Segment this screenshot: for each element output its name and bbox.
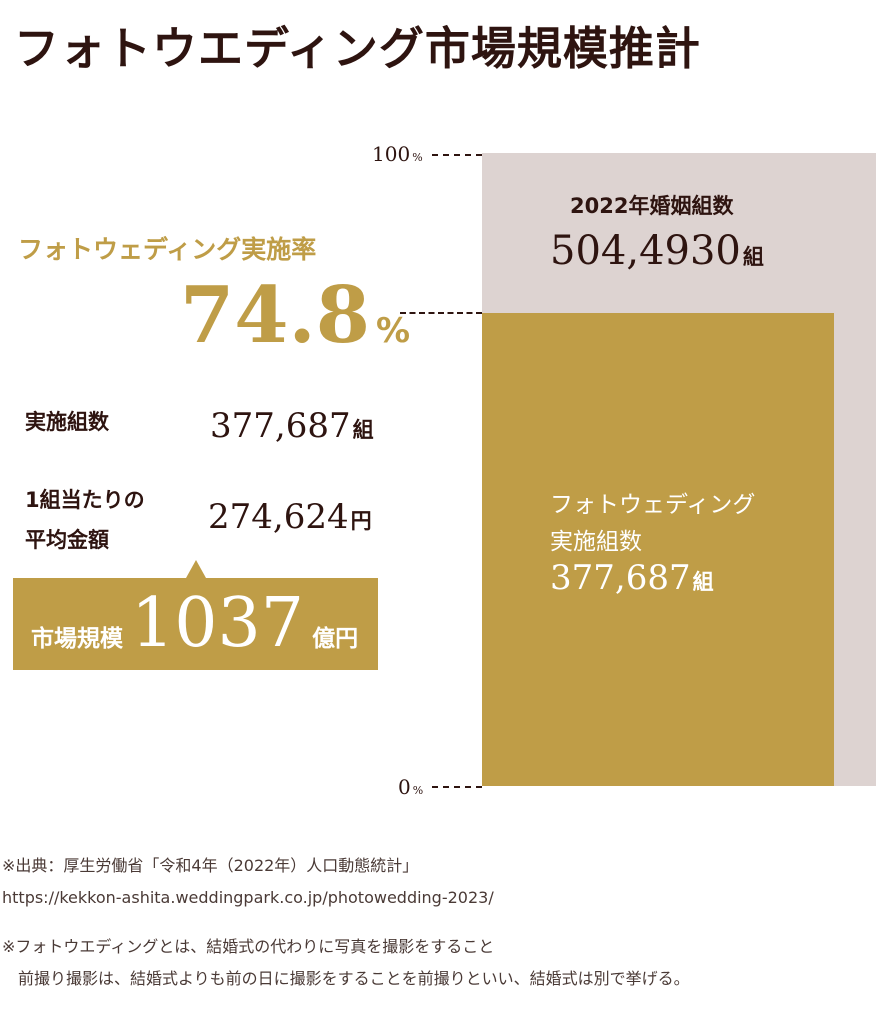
unit: 組 — [692, 570, 714, 594]
bar-total-label: 2022年婚姻組数 — [570, 194, 734, 218]
tick-unit: % — [412, 784, 424, 797]
bar-total-value: 504,4930組 — [550, 228, 764, 274]
unit: % — [375, 311, 411, 351]
source-url[interactable]: https://kekkon-ashita.weddingpark.co.jp/… — [2, 888, 494, 907]
unit: 組 — [352, 418, 374, 442]
dashed-line-0 — [432, 786, 482, 788]
avg-label-1: 1組当たりの — [25, 488, 145, 512]
tick-unit: % — [412, 151, 423, 164]
axis-tick-0: 0% — [398, 775, 423, 799]
value: 504,4930 — [550, 228, 741, 274]
value: 74.8 — [180, 270, 370, 361]
page-title: フォトウエディング市場規模推計 — [14, 22, 701, 75]
callout-pointer — [186, 560, 206, 578]
tick-value: 0 — [398, 775, 411, 799]
bar-photo-label-1: フォトウェディング — [550, 492, 756, 518]
dashed-line-100 — [432, 154, 482, 156]
unit: 組 — [742, 245, 764, 269]
avg-label-2: 平均金額 — [25, 528, 109, 552]
value: 377,687 — [550, 558, 691, 598]
bar-photo-value: 377,687組 — [550, 558, 714, 598]
market-label: 市場規模 — [31, 626, 123, 652]
rate-value: 74.8% — [180, 270, 410, 361]
dashed-line-rate — [400, 312, 482, 314]
market-unit: 億円 — [312, 626, 359, 652]
bar-photo-label-2: 実施組数 — [550, 529, 642, 555]
value: 274,624 — [208, 497, 349, 537]
market-value: 1037 — [131, 584, 305, 663]
tick-value: 100 — [372, 142, 411, 166]
definition-note-2: 前撮り撮影は、結婚式よりも前の日に撮影をすることを前撮りといい、結婚式は別で挙げ… — [2, 969, 690, 988]
value: 377,687 — [210, 406, 351, 446]
couples-label: 実施組数 — [25, 410, 109, 434]
source-note: ※出典：厚生労働省「令和4年（2022年）人口動態統計」 — [2, 856, 419, 875]
definition-note-1: ※フォトウエディングとは、結婚式の代わりに写真を撮影をすること — [2, 937, 495, 956]
market-size-box: 市場規模 1037 億円 — [13, 578, 378, 670]
avg-value: 274,624円 — [208, 497, 372, 537]
unit: 円 — [350, 509, 372, 533]
axis-tick-100: 100% — [372, 142, 423, 166]
rate-label: フォトウェディング実施率 — [18, 235, 317, 264]
bar-photo-wedding — [482, 312, 834, 786]
couples-value: 377,687組 — [210, 406, 374, 446]
